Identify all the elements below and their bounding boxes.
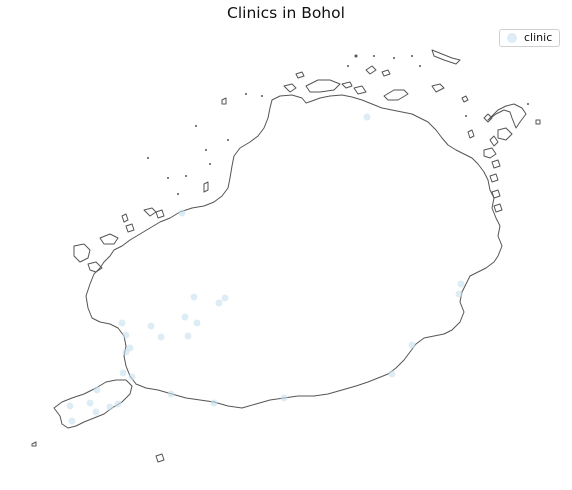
clinic-marker [92, 408, 100, 416]
islet-dot [373, 55, 375, 57]
islet-dot [185, 175, 187, 177]
legend-swatch [507, 33, 517, 43]
clinic-marker [106, 403, 114, 411]
islet-outline [353, 85, 367, 95]
islet-outline [493, 203, 503, 213]
islet-dot [411, 55, 413, 57]
panglao-island-outline [53, 379, 133, 429]
islet-outline [87, 261, 103, 273]
islet-dot [177, 193, 179, 195]
clinic-marker [193, 319, 201, 327]
legend-label: clinic [524, 31, 553, 44]
clinic-marker [86, 399, 94, 407]
clinic-marker [66, 402, 74, 410]
islet-dot [465, 115, 467, 117]
map-title: Clinics in Bohol [227, 4, 345, 22]
islet-outline [491, 159, 501, 169]
islet-outline [483, 113, 493, 123]
clinic-marker [215, 299, 223, 307]
clinic-marker [147, 322, 155, 330]
islet-outline [305, 79, 341, 93]
islet-dot [147, 157, 149, 159]
islet-dot [227, 139, 229, 141]
clinic-marker [157, 333, 165, 341]
islet-outline [341, 81, 353, 89]
clinic-marker [122, 331, 130, 339]
clinic-marker [455, 290, 463, 298]
clinic-marker [122, 348, 130, 356]
islet-outline [283, 83, 297, 93]
islet-dot [393, 57, 395, 59]
clinic-marker [363, 113, 371, 121]
clinic-markers [66, 113, 465, 425]
clinic-marker [221, 294, 229, 302]
islet-outline [467, 129, 475, 139]
clinic-marker [118, 319, 126, 327]
clinic-marker [457, 280, 465, 288]
islet-outline [221, 97, 227, 105]
islet-dot [354, 54, 358, 58]
islet-outline [143, 207, 157, 217]
islet-outline [73, 243, 91, 263]
islet-dot [205, 149, 207, 151]
clinic-marker [181, 313, 189, 321]
clinic-marker [190, 293, 198, 301]
islet-outline [365, 65, 377, 75]
islet-dot [167, 177, 169, 179]
islet-outline [483, 147, 497, 159]
islet-outline [497, 127, 513, 141]
clinic-marker [167, 390, 175, 398]
clinic-marker [128, 373, 136, 381]
islet-dot [419, 65, 421, 67]
islet-outline [31, 441, 37, 447]
islet-dot [347, 65, 349, 67]
islet-outline [295, 71, 305, 79]
clinic-marker [388, 370, 396, 378]
clinic-marker [210, 399, 218, 407]
clinic-marker [119, 369, 127, 377]
islet-dot [245, 93, 247, 95]
islet-outline [431, 83, 445, 93]
islet-outline [125, 223, 135, 233]
islet-outline [203, 181, 209, 193]
islet-outline [487, 103, 527, 129]
clinic-marker [114, 400, 122, 408]
clinic-marker [280, 394, 288, 402]
islet-outline [489, 135, 499, 147]
islet-outline [381, 69, 391, 77]
islet-outline [461, 95, 469, 103]
clinic-marker [184, 332, 192, 340]
tiny-islets [147, 54, 529, 195]
islet-outline [431, 49, 461, 65]
islet-outline [121, 213, 129, 223]
islet-outline [155, 453, 165, 463]
islet-dot [261, 95, 263, 97]
islet-outline [383, 89, 409, 101]
clinic-marker [408, 341, 416, 349]
bohol-mainland-outline [85, 94, 503, 409]
clinic-marker [93, 386, 101, 394]
coastline [31, 49, 541, 463]
islet-outline [155, 209, 165, 219]
islet-outline [489, 173, 499, 183]
islet-outline [535, 119, 541, 125]
clinic-marker [68, 417, 76, 425]
islet-dot [209, 163, 211, 165]
clinic-marker [178, 209, 186, 217]
islet-dot [195, 125, 197, 127]
legend: clinic [499, 29, 560, 47]
islet-outline [99, 233, 119, 245]
islet-dot [527, 103, 529, 105]
islet-outline [491, 189, 501, 199]
